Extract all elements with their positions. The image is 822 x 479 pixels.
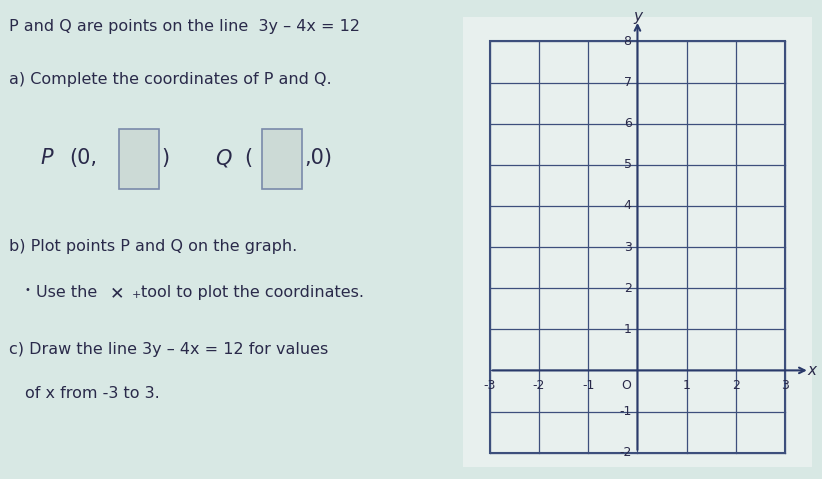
Text: c) Draw the line 3y – 4x = 12 for values: c) Draw the line 3y – 4x = 12 for values <box>9 342 328 357</box>
Text: a) Complete the coordinates of P and Q.: a) Complete the coordinates of P and Q. <box>9 72 331 87</box>
Text: -3: -3 <box>483 379 496 392</box>
Text: 8: 8 <box>624 35 631 48</box>
Text: 4: 4 <box>624 199 631 212</box>
Text: •: • <box>25 285 30 295</box>
Text: O: O <box>621 379 631 392</box>
Text: +: + <box>132 290 141 300</box>
Text: (0,: (0, <box>69 148 98 168</box>
Text: of x from -3 to 3.: of x from -3 to 3. <box>25 386 159 400</box>
Text: -2: -2 <box>533 379 545 392</box>
Text: -2: -2 <box>619 446 631 459</box>
Text: ): ) <box>161 148 169 168</box>
Text: x: x <box>808 363 816 378</box>
Text: P: P <box>40 148 53 168</box>
FancyBboxPatch shape <box>118 129 159 189</box>
Text: Q: Q <box>215 148 232 168</box>
Text: 2: 2 <box>624 282 631 295</box>
Text: ✕: ✕ <box>110 285 124 303</box>
Text: 3: 3 <box>781 379 789 392</box>
Text: 3: 3 <box>624 240 631 253</box>
Text: 7: 7 <box>624 76 631 89</box>
Text: 5: 5 <box>624 158 631 171</box>
Text: 1: 1 <box>624 323 631 336</box>
FancyBboxPatch shape <box>262 129 302 189</box>
Text: Use the: Use the <box>36 285 102 300</box>
Text: (: ( <box>244 148 252 168</box>
Text: b) Plot points P and Q on the graph.: b) Plot points P and Q on the graph. <box>9 240 298 254</box>
Text: tool to plot the coordinates.: tool to plot the coordinates. <box>141 285 364 300</box>
Text: -1: -1 <box>619 405 631 418</box>
Text: -1: -1 <box>582 379 594 392</box>
Text: ,0): ,0) <box>305 148 333 168</box>
Text: P and Q are points on the line  3y – 4x = 12: P and Q are points on the line 3y – 4x =… <box>9 19 360 34</box>
Text: 2: 2 <box>732 379 740 392</box>
Bar <box>490 42 785 453</box>
Text: 1: 1 <box>683 379 690 392</box>
Text: 6: 6 <box>624 117 631 130</box>
Text: y: y <box>633 9 642 24</box>
